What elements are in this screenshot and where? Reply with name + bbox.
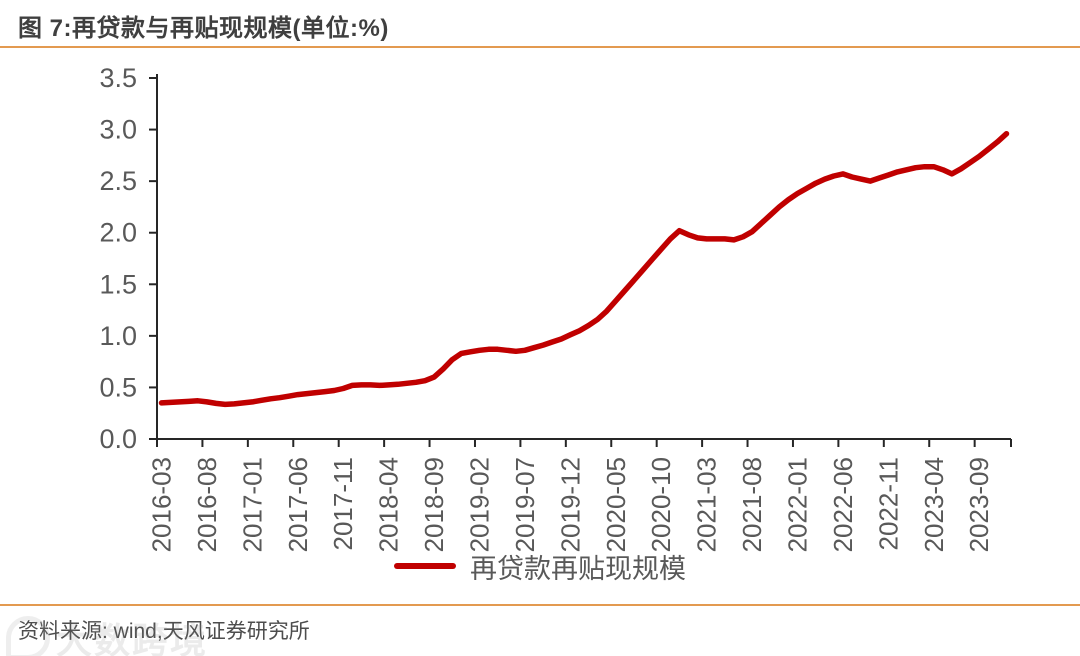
y-tick-label: 3.5 [99, 63, 137, 93]
x-tick-label: 2021-03 [692, 457, 722, 552]
x-tick-label: 2019-07 [510, 457, 540, 552]
y-tick-label: 1.5 [99, 269, 137, 299]
series-line [158, 130, 1010, 408]
y-tick-label: 2.0 [99, 218, 137, 248]
x-tick-label: 2022-06 [828, 457, 858, 552]
axes [156, 74, 1011, 440]
x-tick-label: 2023-09 [964, 457, 994, 552]
bottom-divider [0, 604, 1080, 606]
y-tick-label: 2.5 [99, 166, 137, 196]
x-tick-label: 2017-01 [237, 457, 267, 552]
x-tick-label: 2017-11 [328, 457, 358, 551]
y-axis: 0.0 0.5 1.0 1.5 2.0 2.5 3.0 3.5 [99, 63, 157, 454]
legend-line-swatch [394, 563, 456, 569]
source-text: 资料来源: wind,天风证券研究所 [18, 620, 310, 643]
x-axis: 2016-03 2016-08 2017-01 2017-06 2017-11 2018-… [147, 439, 1012, 552]
x-tick-label: 2017-06 [283, 457, 313, 552]
x-tick-label: 2022-11 [873, 457, 903, 551]
x-tick-label: 2016-03 [147, 457, 177, 552]
x-tick-label: 2018-09 [419, 457, 449, 552]
legend-label: 再贷款再贴现规模 [470, 553, 686, 584]
y-tick-label: 3.0 [99, 115, 137, 145]
x-tick-label: 2019-12 [555, 457, 585, 552]
x-tick-label: 2020-05 [601, 457, 631, 552]
y-tick-label: 1.0 [99, 321, 137, 351]
x-tick-label: 2021-08 [737, 457, 767, 552]
x-tick-label: 2020-10 [646, 457, 676, 552]
x-tick-label: 2018-04 [374, 457, 404, 552]
top-divider [0, 46, 1080, 48]
y-tick-label: 0.0 [99, 424, 137, 454]
figure-title: 图 7:再贷款与再贴现规模(单位:%) [18, 15, 389, 42]
x-tick-label: 2019-02 [465, 457, 495, 552]
x-tick-label: 2023-04 [919, 457, 949, 552]
legend: 再贷款再贴现规模 [0, 549, 1080, 584]
x-tick-label: 2016-08 [192, 457, 222, 552]
x-tick-label: 2022-01 [783, 457, 813, 552]
y-tick-label: 0.5 [99, 372, 137, 402]
